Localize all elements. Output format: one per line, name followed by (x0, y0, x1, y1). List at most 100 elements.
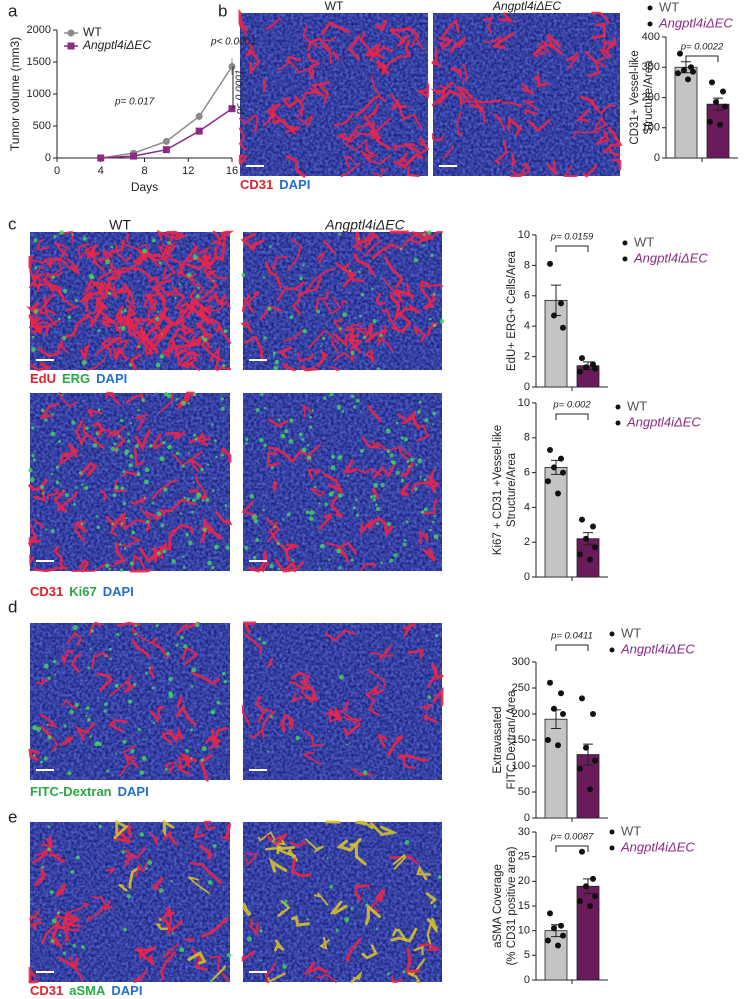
cell (193, 255, 198, 260)
data-point (551, 705, 557, 712)
vessel (213, 246, 224, 261)
vessel (392, 853, 407, 870)
vessel (533, 73, 549, 88)
cell (273, 525, 277, 528)
y-axis-label-line: Ki67 + CD31 +Vessel-like (492, 425, 504, 555)
p-value: p= 0.002 (552, 400, 591, 411)
cell (134, 624, 138, 628)
cell (200, 467, 204, 472)
cell (284, 904, 289, 908)
vessel (48, 283, 63, 298)
vessel (371, 167, 387, 178)
vessel (268, 418, 289, 428)
cell (406, 459, 410, 463)
cell (201, 746, 207, 752)
vessel (420, 232, 429, 242)
cell (276, 541, 280, 546)
bar (706, 103, 730, 159)
vessel (219, 230, 228, 241)
cell (155, 362, 161, 368)
micrograph (25, 229, 235, 372)
vessel (109, 262, 130, 274)
cell (171, 559, 176, 564)
data-point (551, 925, 557, 932)
vessel (470, 103, 484, 113)
vessel (241, 949, 255, 963)
cell (85, 426, 89, 430)
vessel (53, 489, 68, 513)
vessel (475, 98, 502, 104)
cell (252, 555, 257, 560)
cell (260, 392, 264, 396)
cell (194, 622, 200, 628)
vessel (134, 946, 156, 956)
cell (47, 825, 51, 828)
vessel (303, 961, 328, 976)
cell (182, 555, 185, 558)
vessel (441, 19, 460, 38)
vessel (165, 230, 186, 239)
cell (40, 760, 43, 764)
group-header: Angptl4iΔEC (324, 217, 405, 233)
vessel (431, 663, 444, 681)
y-tick-label: 100 (642, 122, 660, 134)
vessel (407, 972, 422, 984)
cell (350, 907, 354, 911)
vessel (113, 338, 130, 359)
data-point (545, 937, 551, 944)
vessel (150, 546, 162, 562)
vessel (124, 846, 146, 860)
cell (249, 494, 255, 499)
cell (71, 420, 76, 425)
vessel (306, 52, 321, 69)
y-tick-label: 2 (524, 351, 530, 363)
vessel (86, 356, 107, 371)
cell (112, 493, 117, 498)
cell (289, 315, 294, 320)
vessel (392, 928, 408, 942)
vessel (356, 117, 391, 136)
legend-label: WT (627, 398, 647, 413)
vessel (316, 973, 337, 983)
data-point (592, 544, 598, 551)
cell (165, 651, 170, 656)
legend-label: WT (634, 234, 654, 249)
cell (118, 326, 121, 329)
vessel (63, 443, 80, 458)
vessel (109, 674, 132, 697)
vessel (155, 509, 170, 521)
vessel (62, 699, 78, 710)
vessel (46, 488, 60, 501)
vessel (65, 314, 90, 339)
vessel (212, 965, 227, 981)
vessel (282, 362, 296, 372)
vessel (121, 267, 154, 281)
vessel (324, 629, 357, 642)
vessel (218, 294, 227, 307)
data-point (590, 711, 596, 717)
cell (194, 437, 198, 441)
cell (298, 432, 303, 437)
legend-label: WT (83, 25, 102, 39)
vessel (267, 446, 289, 457)
vessel (101, 336, 112, 358)
data-point (555, 742, 561, 749)
cell (84, 486, 89, 491)
vessel (132, 969, 148, 984)
vessel (461, 63, 469, 83)
vessel (115, 315, 123, 332)
vessel (532, 44, 544, 58)
vessel (307, 64, 315, 80)
vessel (251, 117, 258, 133)
vessel (118, 883, 129, 892)
data-point (587, 556, 593, 563)
vessel (105, 391, 122, 406)
cell (108, 269, 112, 272)
p-value: p= 0.0411 (550, 631, 593, 642)
vessel (347, 34, 361, 60)
data-point (583, 744, 589, 751)
cell (423, 507, 428, 512)
vessel (343, 722, 361, 736)
data-point (681, 67, 687, 74)
vessel (29, 921, 42, 930)
